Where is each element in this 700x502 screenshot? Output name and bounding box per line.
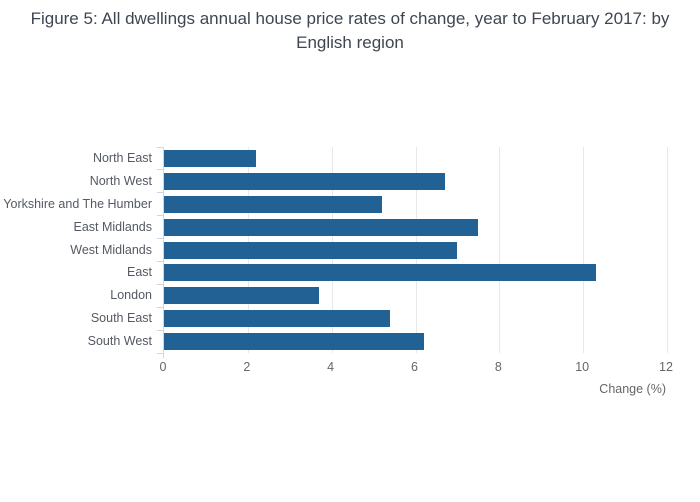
bar[interactable] <box>164 195 382 213</box>
x-tick-label: 8 <box>494 360 502 374</box>
x-tick-label: 4 <box>327 360 335 374</box>
gridline <box>499 147 501 353</box>
y-axis-tick <box>157 352 163 354</box>
y-axis-label: London <box>110 288 152 303</box>
bar[interactable] <box>164 149 257 167</box>
y-axis-tick <box>157 215 163 217</box>
y-axis-label: North West <box>89 173 152 188</box>
y-axis-label: West Midlands <box>70 242 152 257</box>
y-axis-tick <box>157 146 163 148</box>
x-tick-label: 2 <box>243 360 251 374</box>
chart-title: Figure 5: All dwellings annual house pri… <box>30 9 670 52</box>
bar[interactable] <box>164 218 479 236</box>
y-axis-tick <box>157 329 163 331</box>
bar[interactable] <box>164 287 320 305</box>
x-tick-label: 6 <box>411 360 418 374</box>
bar[interactable] <box>164 333 424 351</box>
y-axis-label: North East <box>92 151 152 165</box>
x-tick-label: 12 <box>659 360 673 374</box>
x-axis-title: Change (%) <box>599 382 666 396</box>
gridline <box>583 147 585 353</box>
y-axis-label: East <box>126 265 152 280</box>
bar[interactable] <box>164 172 445 190</box>
plot-area <box>157 146 668 358</box>
y-axis-label: Yorkshire and The Humber <box>3 196 152 211</box>
y-axis-label: South West <box>87 334 152 349</box>
y-axis-label: South East <box>90 311 152 326</box>
y-axis-tick <box>157 260 163 262</box>
bar[interactable] <box>164 241 458 259</box>
x-tick-label: 0 <box>159 360 167 374</box>
gridline <box>667 147 668 353</box>
y-axis-tick <box>157 238 163 240</box>
x-axis-tick-labels: 0 2 4 6 8 10 12 <box>159 360 673 374</box>
bar[interactable] <box>164 264 596 282</box>
x-tick-label: 10 <box>575 360 590 374</box>
y-axis-tick <box>157 283 163 285</box>
y-axis-tick <box>157 169 163 171</box>
x-axis-zero-tick <box>163 353 164 358</box>
bar[interactable] <box>164 310 391 328</box>
y-axis-tick <box>157 192 163 194</box>
y-axis-label: East Midlands <box>73 219 152 234</box>
y-axis-tick <box>157 306 163 308</box>
